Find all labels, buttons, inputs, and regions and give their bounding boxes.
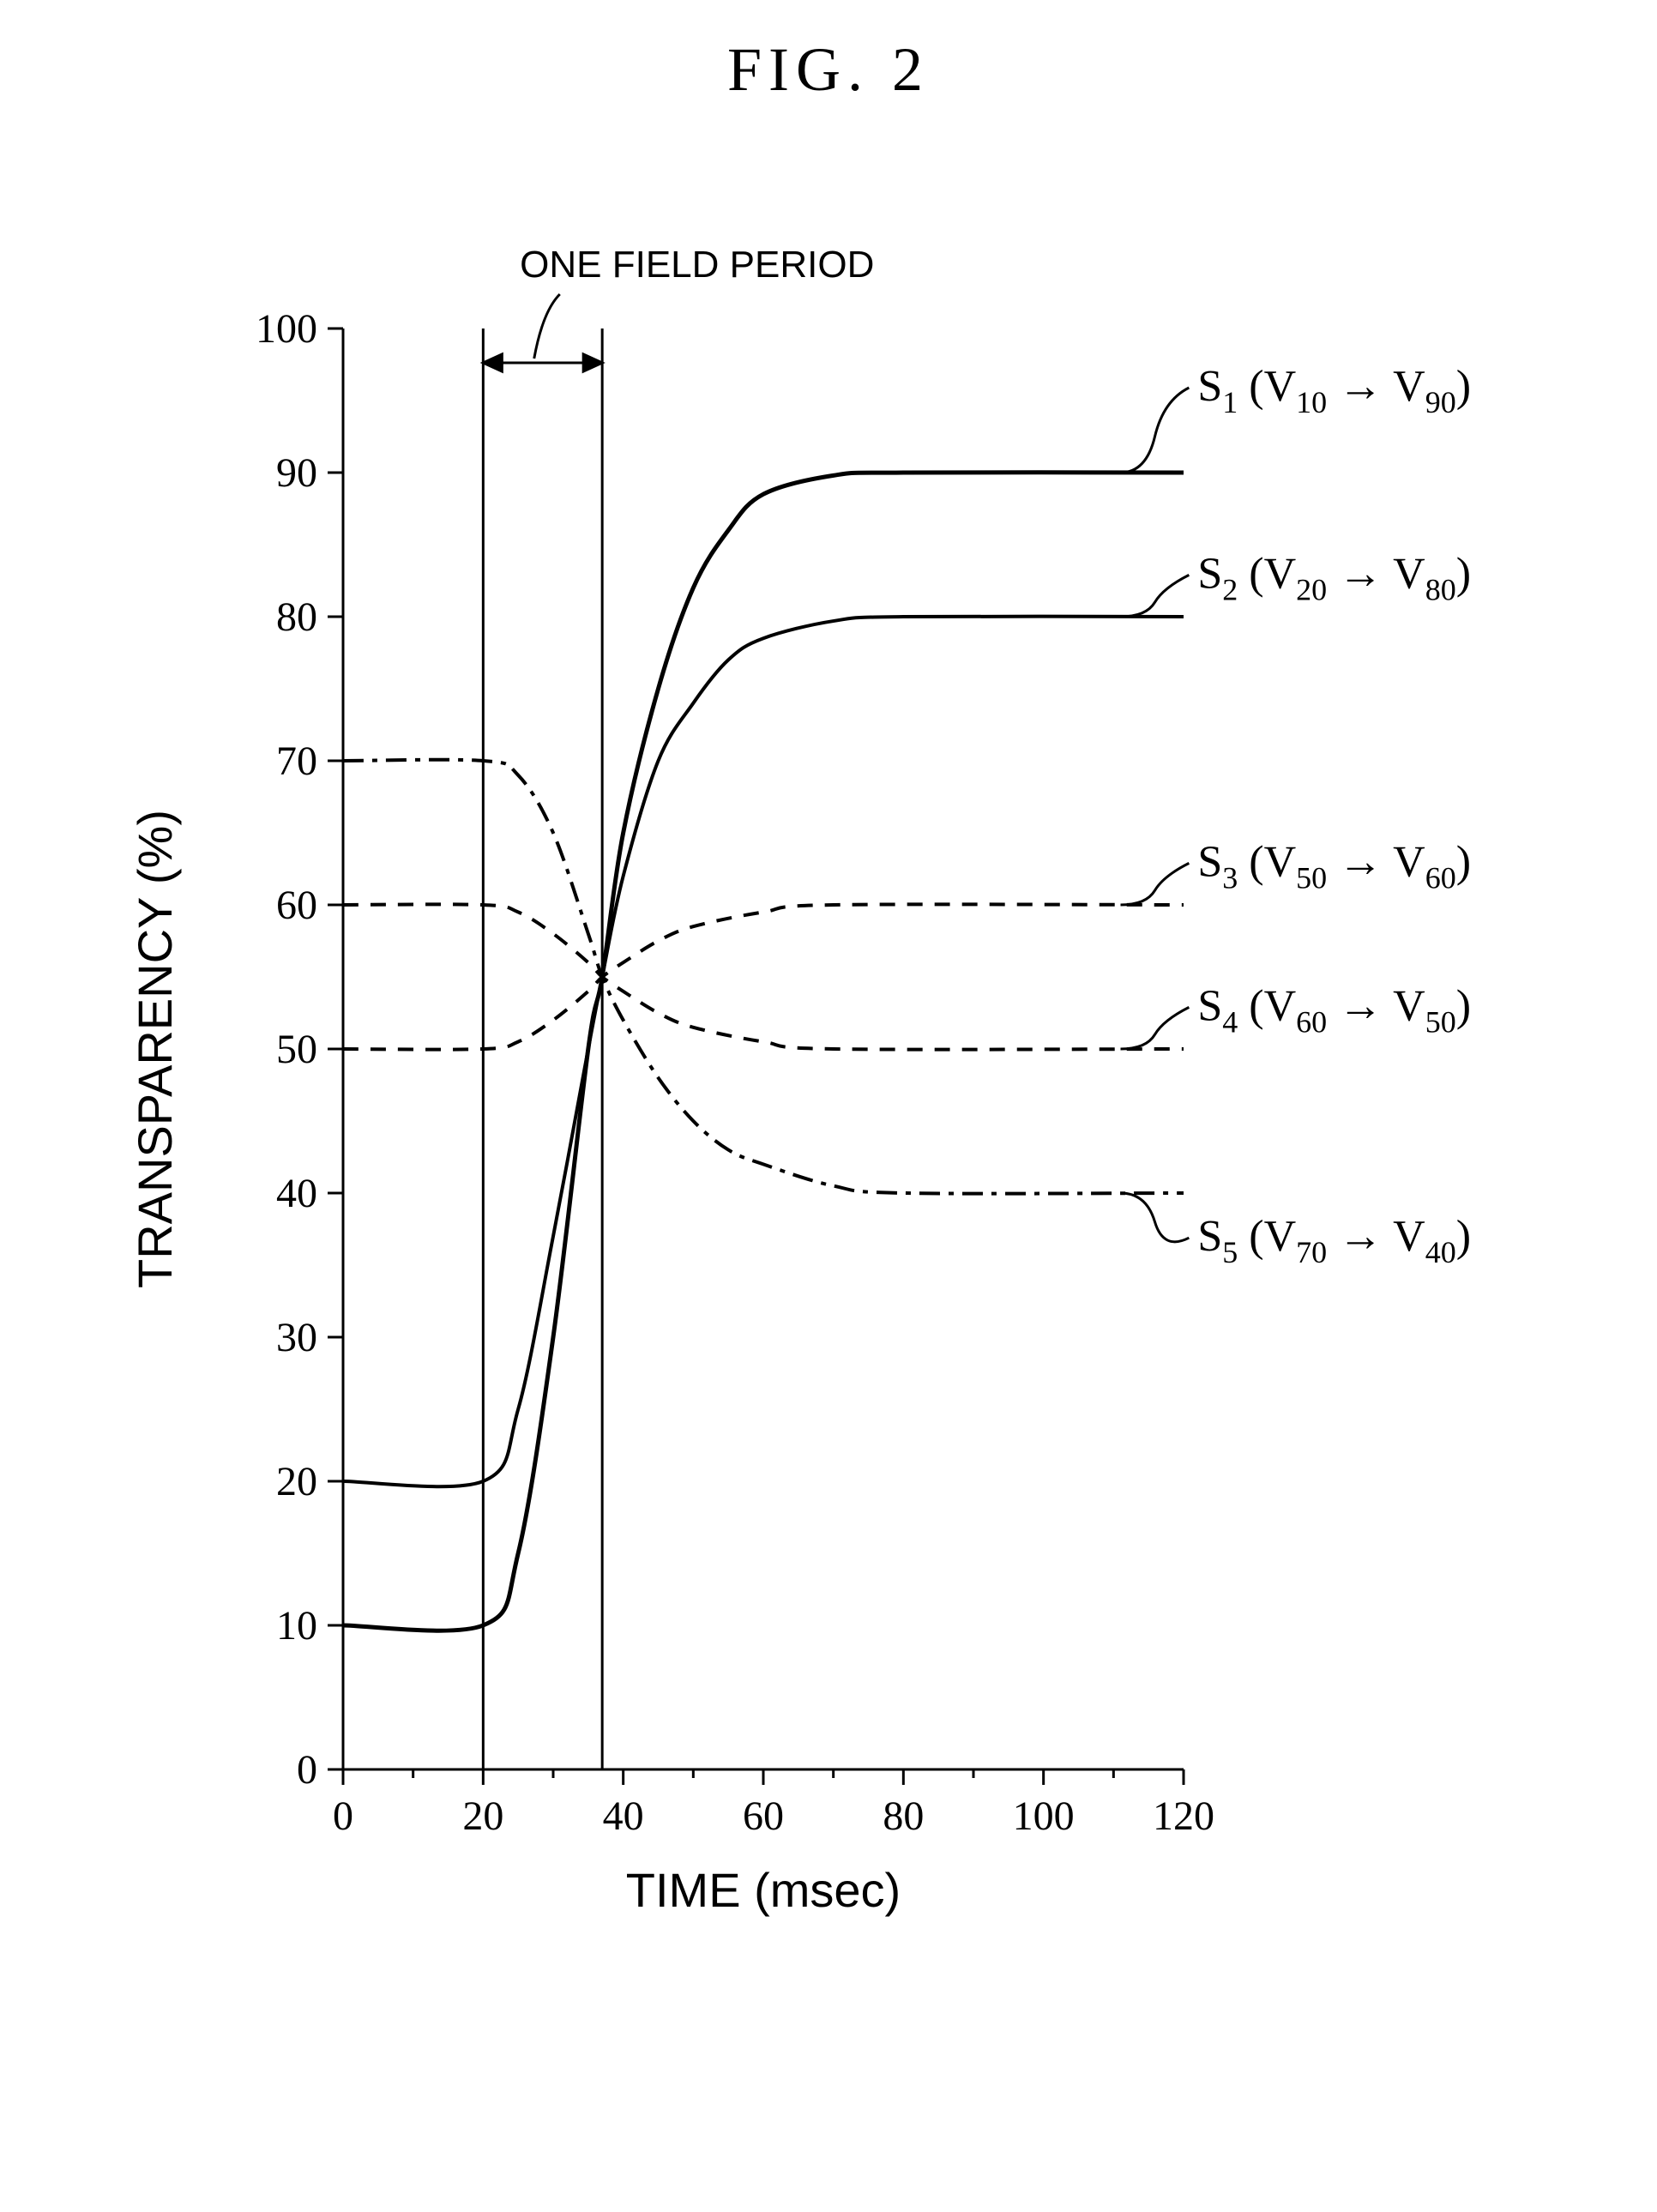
series-S3 (343, 904, 1184, 1049)
y-axis-label: TRANSPARENCY (%) (128, 810, 182, 1288)
callout-S4 (1121, 1007, 1190, 1049)
series-label-S5: S5 (V70 → V40) (1197, 1212, 1471, 1269)
series-S1 (343, 473, 1184, 1630)
series-S4 (343, 904, 1184, 1049)
callout-S5 (1121, 1193, 1190, 1242)
x-tick-label: 60 (743, 1793, 784, 1839)
x-tick-label: 100 (1013, 1793, 1075, 1839)
y-tick-label: 20 (276, 1459, 317, 1504)
series-label-S3: S3 (V50 → V60) (1197, 837, 1471, 895)
x-tick-label: 20 (462, 1793, 503, 1839)
callout-S2 (1121, 575, 1190, 617)
chart-svg: 0 10 20 30 40 50 60 70 80 90 100 0 20 40 60 80 100 120 TIM… (34, 157, 1623, 2044)
y-tick-label: 10 (276, 1603, 317, 1648)
x-tick-label: 0 (333, 1793, 353, 1839)
series-label-S2: S2 (V20 → V80) (1197, 549, 1471, 606)
y-tick-label: 80 (276, 594, 317, 640)
series-S2 (343, 617, 1184, 1487)
figure-title: FIG. 2 (34, 34, 1623, 105)
series-label-S1: S1 (V10 → V90) (1197, 362, 1471, 419)
x-tick-label: 80 (883, 1793, 924, 1839)
series-label-S4: S4 (V60 → V50) (1197, 981, 1471, 1039)
y-tick-label: 90 (276, 450, 317, 496)
field-period-callout (534, 294, 560, 359)
callout-S3 (1121, 863, 1190, 905)
field-period-label: ONE FIELD PERIOD (520, 244, 874, 286)
field-period-arrow-right (583, 354, 602, 371)
y-tick-label: 60 (276, 883, 317, 928)
series-S5 (343, 760, 1184, 1194)
y-tick-label: 50 (276, 1027, 317, 1072)
x-tick-label: 40 (603, 1793, 644, 1839)
x-axis-label: TIME (msec) (626, 1863, 901, 1917)
callout-S1 (1121, 388, 1190, 473)
x-tick-label: 120 (1153, 1793, 1214, 1839)
y-tick-label: 0 (297, 1747, 317, 1793)
y-tick-label: 40 (276, 1171, 317, 1216)
y-tick-label: 100 (256, 306, 317, 352)
y-tick-label: 70 (276, 738, 317, 784)
chart: 0 10 20 30 40 50 60 70 80 90 100 0 20 40 60 80 100 120 TIM… (34, 157, 1623, 2044)
y-tick-label: 30 (276, 1315, 317, 1360)
field-period-arrow-left (483, 354, 502, 371)
